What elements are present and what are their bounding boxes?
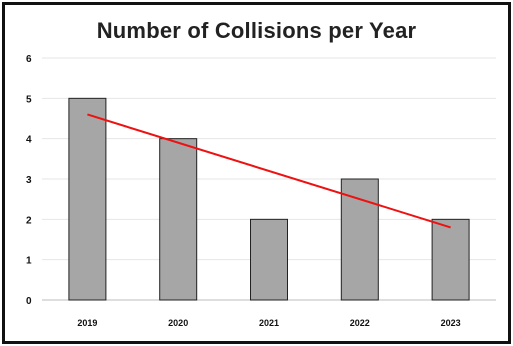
trendline-group	[87, 113, 451, 229]
y-tick-label: 0	[26, 296, 32, 307]
x-tick-label: 2022	[350, 318, 370, 328]
trendline	[87, 113, 451, 229]
y-tick-label: 1	[26, 256, 32, 267]
bar-2019	[68, 97, 107, 301]
y-tick-label: 4	[26, 135, 32, 146]
x-tick-labels: 2019 2020 2021 2022 2023	[77, 318, 460, 328]
y-tick-label: 2	[26, 215, 32, 226]
x-tick-label: 2020	[168, 318, 188, 328]
y-tick-labels: 0 1 2 3 4 5 6	[26, 54, 32, 307]
bar-2020	[159, 138, 198, 301]
x-tick-label: 2023	[441, 318, 461, 328]
bar-group	[68, 97, 470, 301]
y-tick-label: 3	[26, 175, 32, 186]
bar-2021	[250, 218, 288, 301]
chart-title: Number of Collisions per Year	[96, 18, 417, 43]
y-tick-label: 5	[26, 94, 32, 105]
x-tick-label: 2021	[259, 318, 279, 328]
bar-2023	[431, 218, 470, 301]
x-tick-label: 2019	[77, 318, 97, 328]
bar-2022	[340, 178, 379, 301]
y-tick-label: 6	[26, 54, 32, 65]
